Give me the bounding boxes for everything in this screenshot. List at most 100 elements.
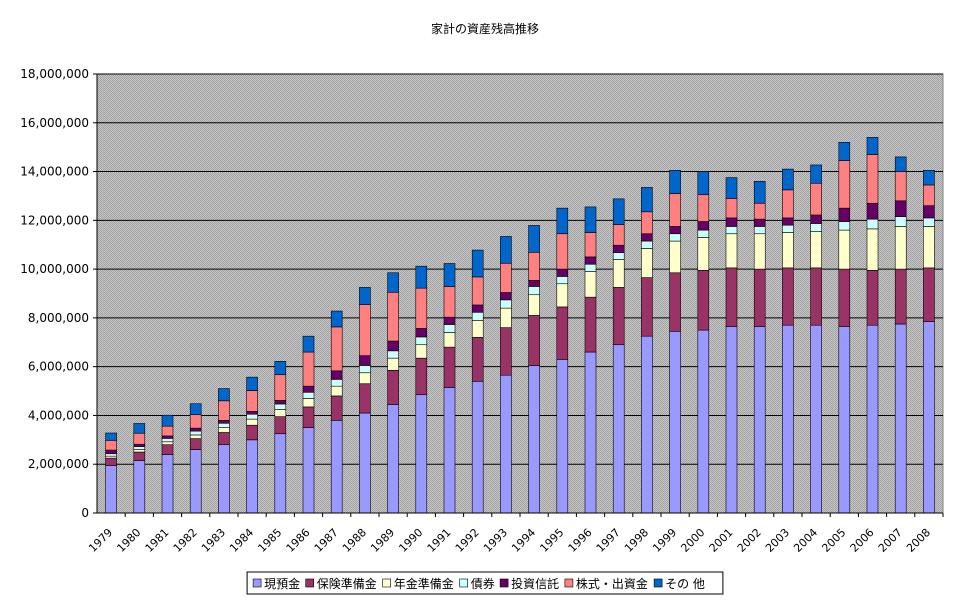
bar-segment-7 <box>359 287 371 305</box>
bar-segment-2 <box>697 270 710 331</box>
bar-segment-5 <box>810 214 822 224</box>
x-tick-label: 1996 <box>566 526 595 555</box>
bar-segment-3 <box>894 226 907 270</box>
bar-segment-4 <box>838 221 851 231</box>
bar-segment-1 <box>838 326 851 514</box>
bar-segment-4 <box>189 430 202 436</box>
bar-segment-7 <box>302 335 315 353</box>
bar-segment-4 <box>584 263 597 272</box>
bar-segment-5 <box>274 400 287 405</box>
bar-segment-3 <box>471 320 484 338</box>
bar-segment-2 <box>330 395 343 421</box>
bar-segment-6 <box>725 198 738 219</box>
x-tick-label: 1983 <box>199 526 228 555</box>
x-tick-label: 1981 <box>143 526 172 555</box>
x-tick-label: 1997 <box>594 526 623 555</box>
legend-swatch-5 <box>499 578 509 588</box>
bar-segment-6 <box>471 276 484 306</box>
bar-segment-4 <box>471 311 484 321</box>
legend: 現預金 保険準備金 年金準備金 債券 投資信託 株式・出資金 その 他 <box>246 571 724 595</box>
bar-segment-5 <box>387 340 399 352</box>
bar-segment-5 <box>584 256 597 265</box>
bar-segment-7 <box>133 423 146 434</box>
bar-segment-7 <box>330 310 343 328</box>
x-tick-label: 1985 <box>255 526 284 555</box>
bar-segment-7 <box>189 403 202 416</box>
bar-segment-6 <box>105 440 117 451</box>
bar-segment-7 <box>753 181 766 204</box>
bar-segment-6 <box>697 194 710 222</box>
bar-segment-2 <box>105 457 117 466</box>
bar-segment-6 <box>189 414 202 429</box>
bar-segment-1 <box>782 324 794 514</box>
bar-segment-7 <box>105 432 117 441</box>
bar-segment-2 <box>133 451 146 461</box>
bar-segment-6 <box>556 233 569 270</box>
bar-segment-2 <box>923 267 935 322</box>
bar-segment-1 <box>359 412 371 514</box>
bar-segment-1 <box>584 351 597 514</box>
x-tick-label: 1999 <box>650 526 679 555</box>
bar-segment-2 <box>838 268 851 327</box>
x-tick-label: 2000 <box>678 526 707 555</box>
bar-segment-1 <box>669 331 681 514</box>
bar-segment-4 <box>359 365 371 374</box>
bar-segment-5 <box>641 233 653 242</box>
bar-segment-2 <box>810 267 822 326</box>
bar-segment-2 <box>866 270 879 326</box>
bar-segment-6 <box>133 432 146 445</box>
bar-segment-3 <box>246 418 258 426</box>
x-tick-label: 1995 <box>537 526 566 555</box>
bar-segment-3 <box>302 398 315 408</box>
bar-segment-5 <box>669 226 681 235</box>
bar-segment-4 <box>669 233 681 242</box>
bar-segment-2 <box>359 383 371 414</box>
bar-segment-4 <box>753 226 766 235</box>
legend-label-5: 投資信託 <box>511 576 559 591</box>
bar-segment-7 <box>556 207 569 235</box>
legend-swatch-2 <box>305 578 315 588</box>
bar-segment-4 <box>556 276 569 285</box>
bar-segment-4 <box>923 217 935 227</box>
bar-segment-5 <box>302 385 315 393</box>
bar-segment-6 <box>838 160 851 209</box>
bar-segment-3 <box>556 283 569 308</box>
bar-segment-1 <box>697 329 710 514</box>
y-tick-label: 18,000,000 <box>20 67 89 81</box>
bar-segment-1 <box>612 344 625 514</box>
legend-swatch-1 <box>252 578 262 588</box>
bar-segment-7 <box>782 168 794 191</box>
bar-segment-6 <box>782 189 794 219</box>
bar-segment-4 <box>528 286 540 296</box>
bar-segment-6 <box>528 251 540 281</box>
bar-segment-3 <box>782 232 794 269</box>
bar-segment-1 <box>866 324 879 514</box>
legend-label-3: 年金準備金 <box>394 576 454 591</box>
bar-segment-3 <box>528 294 540 316</box>
bar-segment-2 <box>218 432 230 446</box>
bar-segment-2 <box>302 406 315 428</box>
bar-segment-2 <box>556 306 569 360</box>
bar-segment-5 <box>556 268 569 277</box>
x-tick-label: 1982 <box>171 526 200 555</box>
bar-segment-1 <box>415 394 428 514</box>
bar-segment-3 <box>189 434 202 439</box>
bar-segment-3 <box>612 259 625 288</box>
bar-segment-1 <box>246 439 258 514</box>
bar-segment-1 <box>161 454 174 514</box>
bar-segment-6 <box>443 286 456 318</box>
bar-segment-3 <box>669 240 681 274</box>
bar-segment-1 <box>302 427 315 514</box>
bar-segment-3 <box>753 233 766 270</box>
bar-segment-7 <box>810 164 822 184</box>
x-tick-label: 1979 <box>86 526 115 555</box>
bar-segment-1 <box>189 449 202 514</box>
bar-segment-6 <box>359 304 371 356</box>
bar-segment-6 <box>330 326 343 372</box>
bar-segment-7 <box>274 361 287 376</box>
bar-segment-2 <box>894 268 907 325</box>
bar-segment-4 <box>330 379 343 387</box>
y-tick-label: 2,000,000 <box>28 457 89 471</box>
bar-segment-5 <box>415 328 428 338</box>
bar-segment-3 <box>133 449 146 453</box>
